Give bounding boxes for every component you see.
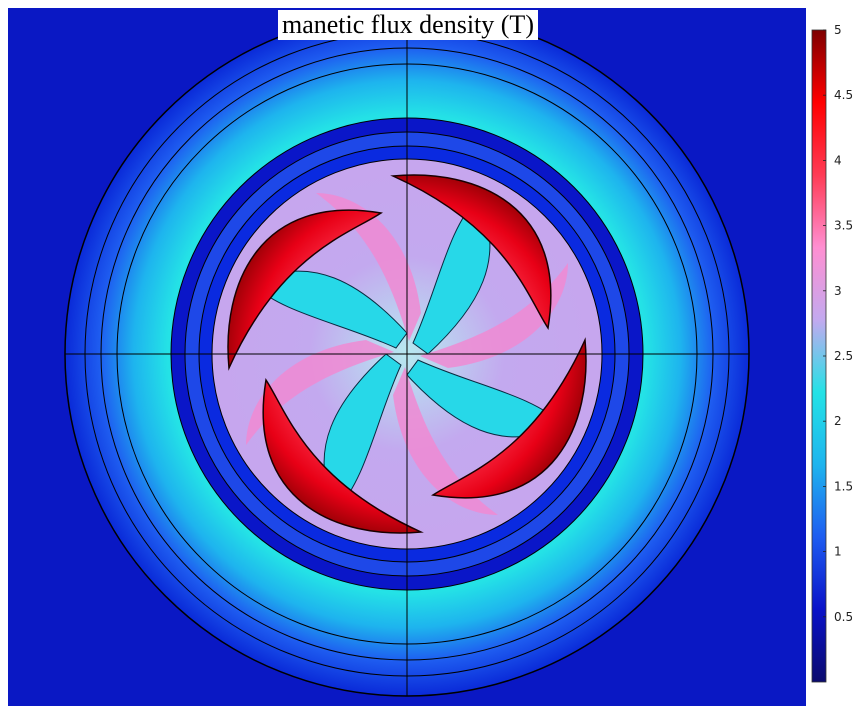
colorbar: 0.5 1 1.5 2 2.5 3 3.5 4 4.5 5	[806, 0, 856, 706]
colorbar-svg: 0.5 1 1.5 2 2.5 3 3.5 4 4.5 5	[811, 23, 853, 683]
colorbar-tick-label: 0.5	[834, 610, 853, 624]
colorbar-tick-label: 3.5	[834, 219, 853, 233]
field-plot	[8, 8, 806, 706]
colorbar-tick-label: 3	[834, 284, 842, 298]
colorbar-tick-label: 5	[834, 23, 842, 37]
colorbar-tick-label: 1.5	[834, 479, 853, 493]
field-plot-svg	[8, 8, 806, 706]
colorbar-ticks: 0.5 1 1.5 2 2.5 3 3.5 4 4.5 5	[823, 23, 853, 624]
colorbar-tick-label: 4.5	[834, 88, 853, 102]
colorbar-tick-label: 2	[834, 414, 842, 428]
colorbar-tick-label: 1	[834, 545, 842, 559]
chart-title: manetic flux density (T)	[278, 10, 538, 40]
colorbar-tick-label: 4	[834, 153, 842, 167]
colorbar-tick-label: 2.5	[834, 349, 853, 363]
